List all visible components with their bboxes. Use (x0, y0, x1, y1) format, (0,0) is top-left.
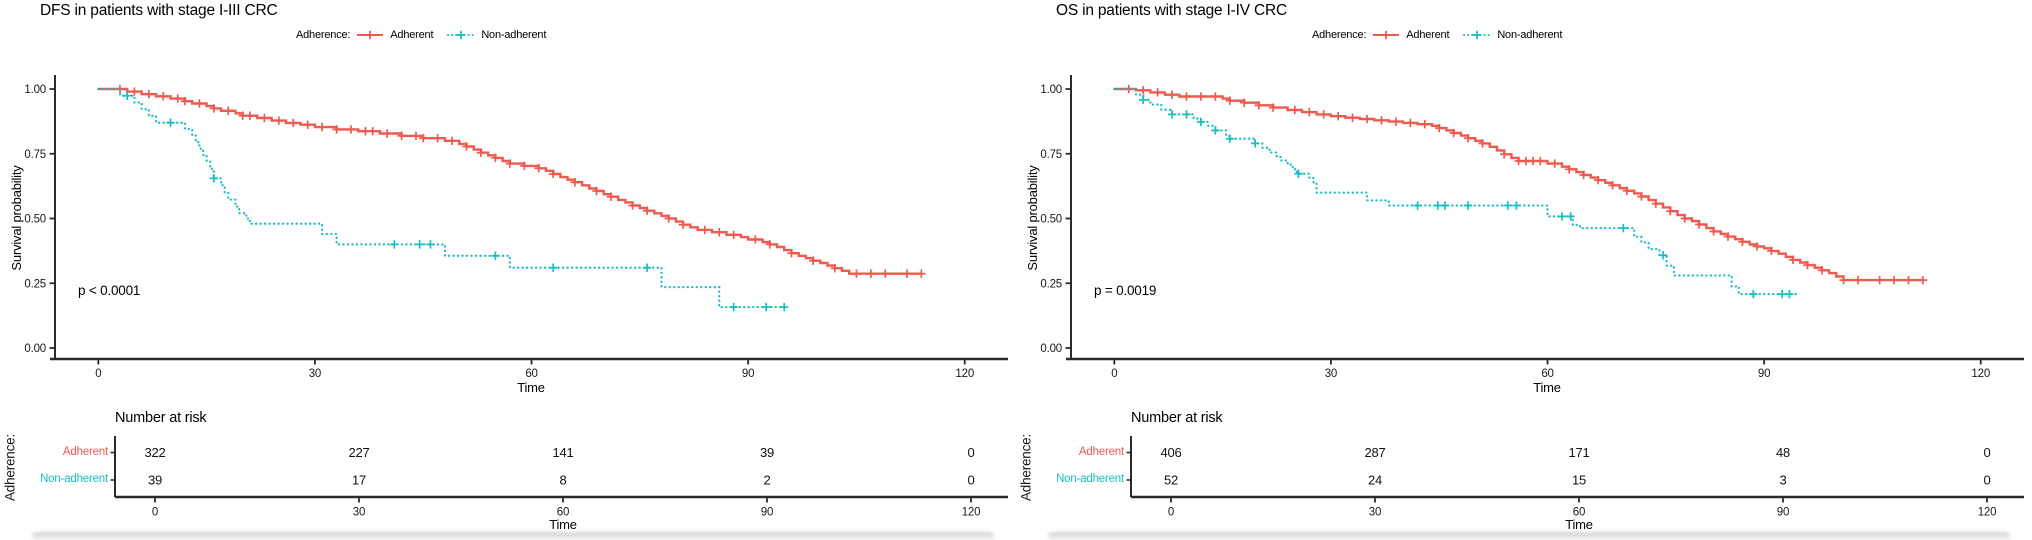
risk-x-tick-label: 120 (1978, 507, 1997, 519)
panel-title: DFS in patients with stage I-III CRC (40, 2, 278, 19)
dfs-survival-plot-svg: 1.00 0.75 0.50 0.25 0.00 0 30 60 90 120 0 30 60 90 120… (24, 75, 1008, 519)
x-tick-label: 120 (955, 368, 974, 380)
x-tick-label: 120 (1971, 368, 1990, 380)
risk-table-axis-label: Adherence: (1018, 433, 1034, 502)
legend-label-non-adherent: Non-adherent (481, 29, 547, 41)
risk-count: 24 (1368, 473, 1382, 488)
risk-x-tick-label: 0 (152, 507, 158, 519)
risk-count: 17 (352, 473, 366, 488)
risk-count: 0 (967, 473, 974, 488)
y-tick-label: 0.75 (24, 149, 46, 161)
risk-row-label-adherent: Adherent (62, 446, 108, 458)
x-axis-title: Time (1533, 380, 1561, 395)
risk-x-tick-label: 90 (761, 507, 773, 519)
y-tick-label: 0.50 (24, 214, 46, 226)
km-curve-non-adherent (97, 87, 786, 309)
risk-count: 2 (763, 473, 770, 488)
risk-row-label-non-adherent: Non-adherent (40, 473, 108, 485)
risk-count: 287 (1364, 445, 1385, 460)
risk-count: 3 (1779, 473, 1786, 488)
x-tick-label: 90 (1758, 368, 1770, 380)
risk-count: 0 (1983, 445, 1990, 460)
risk-count: 171 (1568, 445, 1589, 460)
x-tick-label: 0 (95, 368, 101, 380)
risk-count: 8 (559, 473, 566, 488)
risk-count: 227 (348, 445, 369, 460)
legend: Adherence: Adherent Non-adherent (296, 28, 554, 42)
x-tick-label: 30 (309, 368, 321, 380)
bottom-shadow (1048, 532, 2010, 540)
risk-count: 39 (760, 445, 774, 460)
x-tick-label: 60 (525, 368, 537, 380)
x-axis-title: Time (517, 380, 545, 395)
risk-x-tick-label: 90 (1777, 507, 1789, 519)
legend-label-adherent: Adherent (1406, 29, 1450, 41)
risk-x-tick-label: 30 (353, 507, 365, 519)
risk-count: 15 (1572, 473, 1586, 488)
risk-count: 48 (1776, 445, 1790, 460)
risk-table-x-axis-title: Time (1565, 517, 1593, 532)
risk-count: 406 (1160, 445, 1181, 460)
risk-x-tick-label: 60 (1573, 507, 1585, 519)
risk-count: 322 (144, 445, 165, 460)
x-tick-label: 30 (1325, 368, 1337, 380)
risk-table-axis-label: Adherence: (2, 433, 18, 502)
legend-label-adherent: Adherent (390, 29, 434, 41)
y-tick-label: 0.50 (1040, 214, 1062, 226)
y-tick-label: 1.00 (24, 84, 46, 96)
km-curve-adherent (1114, 87, 1923, 282)
risk-table-x-axis-title: Time (549, 517, 577, 532)
risk-count: 0 (967, 445, 974, 460)
risk-count: 39 (148, 473, 162, 488)
x-tick-label: 60 (1541, 368, 1553, 380)
risk-row-label-non-adherent: Non-adherent (1056, 473, 1124, 485)
panel-title: OS in patients with stage I-IV CRC (1056, 2, 1287, 19)
p-value: p < 0.0001 (78, 283, 141, 298)
km-curve-non-adherent (1113, 87, 1802, 296)
risk-table-title: Number at risk (115, 410, 207, 426)
risk-count: 141 (552, 445, 573, 460)
y-tick-label: 0.00 (24, 343, 46, 355)
non-adherent-line-key-icon (1463, 30, 1492, 40)
y-tick-label: 0.25 (1040, 278, 1062, 290)
non-adherent-line-key-icon (447, 30, 476, 40)
legend-title: Adherence: (1312, 29, 1367, 41)
risk-x-tick-label: 120 (962, 507, 981, 519)
adherent-line-key-icon (1373, 30, 1400, 40)
risk-table-title: Number at risk (1131, 410, 1223, 426)
y-axis-title: Survival probability (1025, 165, 1040, 271)
bottom-shadow (32, 532, 994, 540)
legend-title: Adherence: (296, 29, 351, 41)
y-tick-label: 0.25 (24, 278, 46, 290)
y-tick-label: 1.00 (1040, 84, 1062, 96)
y-tick-label: 0.00 (1040, 343, 1062, 355)
risk-x-tick-label: 60 (557, 507, 569, 519)
risk-x-tick-label: 0 (1168, 507, 1174, 519)
legend-label-non-adherent: Non-adherent (1497, 29, 1563, 41)
x-tick-label: 90 (742, 368, 754, 380)
y-tick-label: 0.75 (1040, 149, 1062, 161)
risk-count: 52 (1164, 473, 1178, 488)
risk-x-tick-label: 30 (1369, 507, 1381, 519)
dfs-panel: 1.00 0.75 0.50 0.25 0.00 0 30 60 90 120 0 30 60 90 120… (2, 2, 1008, 540)
risk-row-label-adherent: Adherent (1078, 446, 1124, 458)
p-value: p = 0.0019 (1094, 283, 1157, 298)
x-tick-label: 0 (1111, 368, 1117, 380)
legend: Adherence: Adherent Non-adherent (1312, 28, 1570, 42)
adherent-line-key-icon (357, 30, 384, 40)
risk-count: 0 (1983, 473, 1990, 488)
y-axis-title: Survival probability (9, 165, 24, 271)
os-panel: 1.00 0.75 0.50 0.25 0.00 0 30 60 90 120 0 30 60 90 120… (1016, 0, 2032, 540)
